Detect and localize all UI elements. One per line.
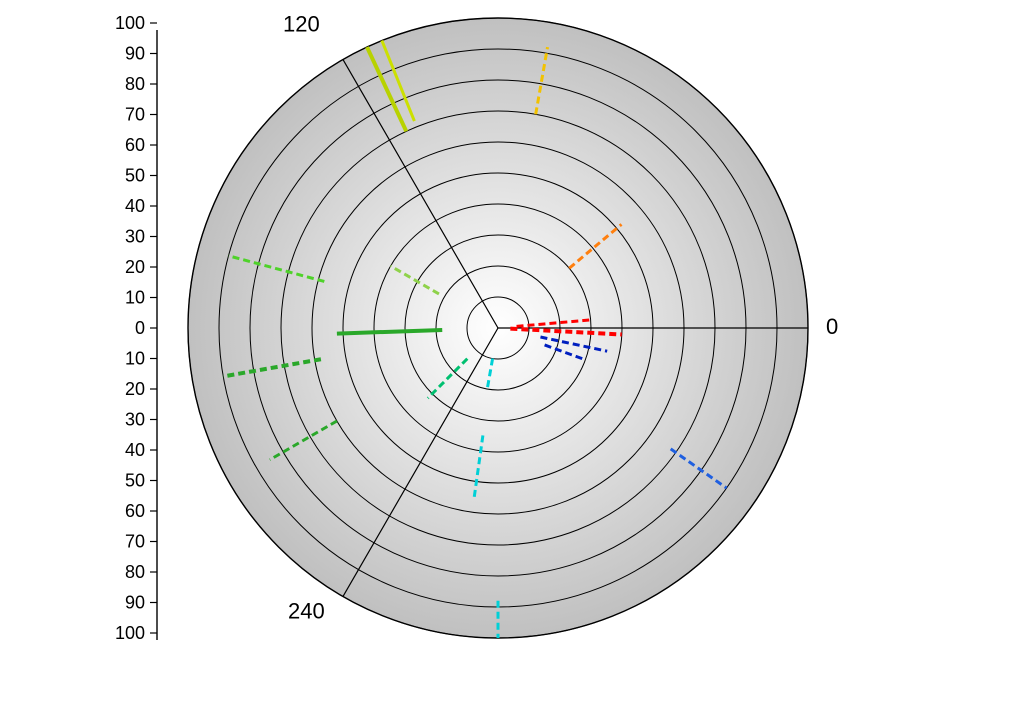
angle-label: 120	[283, 12, 320, 37]
axis-tick-label: 60	[125, 135, 145, 155]
axis-tick-label: 10	[125, 348, 145, 368]
axis-tick-label: 90	[125, 43, 145, 63]
axis-tick-label: 20	[125, 379, 145, 399]
axis-tick-label: 20	[125, 257, 145, 277]
axis-tick-label: 40	[125, 440, 145, 460]
polar-chart: 0 120 240 0 10 20 30 40 50 60 70 80 90 100 10 20 30 40 50 6…	[0, 0, 1024, 722]
axis-tick-label: 0	[135, 318, 145, 338]
axis-tick-label: 90	[125, 592, 145, 612]
axis-tick-label: 50	[125, 470, 145, 490]
angle-label: 240	[288, 598, 325, 623]
axis-tick-label: 30	[125, 409, 145, 429]
axis-tick-label: 50	[125, 165, 145, 185]
axis-tick-label: 10	[125, 287, 145, 307]
axis-tick-label: 70	[125, 531, 145, 551]
angle-label: 0	[826, 314, 838, 339]
axis-tick-label: 100	[115, 623, 145, 643]
axis-tick-label: 70	[125, 104, 145, 124]
polar-plot-area: 0 120 240	[188, 12, 838, 638]
axis-tick-label: 100	[115, 13, 145, 33]
axis-tick-label: 40	[125, 196, 145, 216]
radius-axis: 0 10 20 30 40 50 60 70 80 90 100 10 20 30 40 50 60 70 80 90…	[115, 13, 157, 643]
axis-tick-label: 80	[125, 562, 145, 582]
axis-tick-label: 80	[125, 74, 145, 94]
axis-tick-label: 60	[125, 501, 145, 521]
axis-tick-label: 30	[125, 226, 145, 246]
